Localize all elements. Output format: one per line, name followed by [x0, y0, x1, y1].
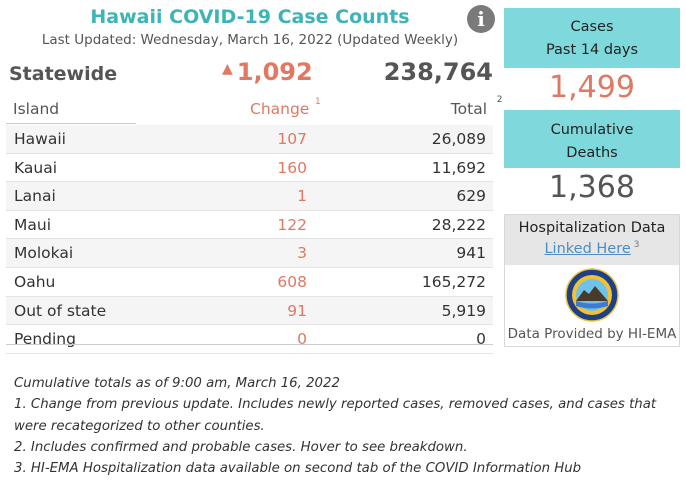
change-value: 0 [297, 330, 307, 349]
statewide-total: 238,764 [383, 58, 493, 86]
change-value: 160 [277, 158, 307, 177]
column-header-change: Change 1 [250, 97, 321, 118]
cases-14-day-value: 1,499 [504, 68, 680, 104]
cumulative-deaths-card: Cumulative Deaths 1,368 [504, 110, 680, 202]
up-arrow-icon: ▲ [222, 61, 233, 77]
island-name: Out of state [14, 301, 107, 320]
island-name: Lanai [14, 187, 56, 206]
hospitalization-footnote-marker: 3 [633, 239, 640, 250]
last-updated-text: Last Updated: Wednesday, March 16, 2022 … [41, 32, 459, 48]
total-value: 0 [476, 330, 486, 349]
total-value: 941 [456, 244, 486, 263]
hi-ema-seal-icon[interactable] [565, 268, 619, 322]
change-value: 122 [277, 215, 307, 234]
change-footnote-marker: 1 [315, 97, 321, 107]
cases-card-caption-line2: Past 14 days [545, 42, 639, 58]
change-value: 1 [297, 187, 307, 206]
hospitalization-link[interactable]: Linked Here [544, 241, 631, 257]
hospitalization-panel: Hospitalization Data Linked Here 3 Data P… [504, 214, 680, 347]
cases-14-day-card: Cases Past 14 days 1,499 [504, 8, 680, 104]
hospitalization-title: Hospitalization Data [518, 220, 666, 236]
island-name: Pending [14, 330, 76, 349]
table-row[interactable]: Out of state 91 5,919 [6, 296, 493, 326]
deaths-card-caption: Cumulative Deaths [504, 110, 680, 168]
total-value: 28,222 [431, 215, 486, 234]
table-row[interactable]: Pending 0 0 [6, 325, 493, 354]
column-header-island: Island [13, 100, 60, 118]
table-row[interactable]: Kauai 160 11,692 [6, 154, 493, 183]
island-table: Hawaii 107 26,089 Kauai 160 11,692 Lanai 1 629 Ma… [6, 125, 493, 354]
deaths-card-caption-line1: Cumulative [550, 122, 634, 138]
hospitalization-header: Hospitalization Data Linked Here 3 [505, 215, 679, 265]
table-row[interactable]: Oahu 608 165,272 [6, 268, 493, 297]
table-row[interactable]: Lanai 1 629 [6, 182, 493, 211]
total-value: 165,272 [421, 272, 486, 291]
column-header-total: Total 2 [450, 95, 503, 118]
total-value: 5,919 [441, 301, 486, 320]
island-name: Maui [14, 215, 52, 234]
statewide-label: Statewide [9, 63, 118, 85]
column-header-total-label: Total [450, 100, 487, 118]
footnote-1: 1. Change from previous update. Includes… [14, 397, 657, 434]
table-row[interactable]: Hawaii 107 26,089 [6, 125, 493, 154]
total-value: 11,692 [431, 158, 486, 177]
cases-card-caption: Cases Past 14 days [504, 8, 680, 68]
statewide-change: ▲ 1,092 [222, 58, 313, 86]
hospitalization-footer: Data Provided by HI-EMA [507, 326, 677, 342]
island-name: Kauai [14, 158, 58, 177]
table-row[interactable]: Molokai 3 941 [6, 239, 493, 268]
change-value: 107 [277, 130, 307, 148]
change-value: 608 [277, 272, 307, 291]
footnote-2: 2. Includes confirmed and probable cases… [14, 439, 468, 455]
total-value: 26,089 [431, 130, 486, 148]
island-name: Molokai [14, 244, 74, 263]
change-value: 3 [297, 244, 307, 263]
cases-card-caption-line1: Cases [570, 19, 614, 35]
total-footnote-marker: 2 [496, 95, 503, 105]
dashboard-title: Hawaii COVID-19 Case Counts [90, 6, 410, 28]
island-name: Hawaii [14, 130, 66, 148]
statewide-change-value: 1,092 [236, 58, 313, 86]
island-name: Oahu [14, 272, 56, 291]
change-value: 91 [287, 301, 307, 320]
info-icon[interactable]: i [467, 5, 495, 33]
footnotes: Cumulative totals as of 9:00 am, March 1… [14, 373, 674, 479]
header-divider [6, 123, 136, 124]
footnote-as-of: Cumulative totals as of 9:00 am, March 1… [14, 376, 340, 391]
total-value: 629 [456, 187, 486, 206]
column-header-change-label: Change [250, 100, 310, 118]
deaths-card-caption-line2: Deaths [566, 145, 618, 161]
hospitalization-link-row: Linked Here 3 [505, 238, 679, 257]
table-row[interactable]: Maui 122 28,222 [6, 211, 493, 240]
footnote-3: 3. HI-EMA Hospitalization data available… [14, 461, 582, 477]
table-bottom-divider [6, 344, 493, 345]
cumulative-deaths-value: 1,368 [504, 168, 680, 202]
